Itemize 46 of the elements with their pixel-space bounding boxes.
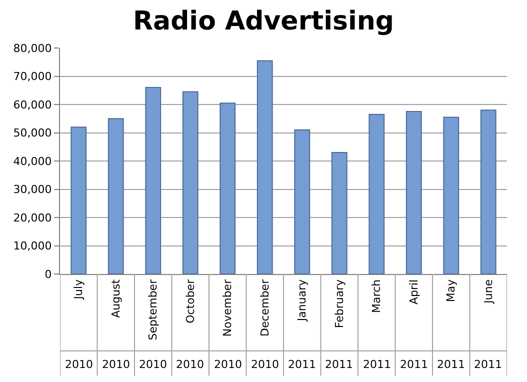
x-tick-label: October (184, 278, 197, 324)
x-tick-label: June (482, 279, 495, 304)
y-tick-label: 40,000 (13, 154, 52, 168)
bar (145, 87, 162, 274)
text: 2011 (325, 358, 353, 371)
x-tick-label: August (109, 278, 122, 318)
y-tick-label: 60,000 (13, 98, 52, 112)
bar (331, 152, 348, 274)
x-tick-label: November (221, 278, 234, 337)
y-tick-label: 70,000 (13, 70, 52, 84)
text: 2010 (251, 358, 279, 371)
text: 2011 (363, 358, 391, 371)
y-tick-label: 30,000 (13, 183, 52, 196)
y-tick-label: 10,000 (13, 240, 52, 253)
bar (220, 102, 236, 274)
x-tick-label: April (407, 279, 420, 305)
bar (182, 91, 198, 274)
y-tick-label: 80,000 (13, 42, 52, 55)
bar (256, 60, 273, 274)
x-tick-label: February (332, 278, 346, 328)
bar (368, 114, 385, 274)
bar (70, 126, 87, 274)
chart-title: Radio Advertising (133, 6, 394, 37)
text: 2011 (474, 358, 502, 371)
bar (443, 116, 460, 274)
x-tick-label: December (258, 278, 272, 336)
text: 2010 (176, 358, 204, 371)
bar (406, 111, 422, 274)
bar (480, 110, 496, 274)
bar (294, 129, 310, 274)
x-tick-label: January (296, 278, 309, 322)
x-tick-label: May (444, 278, 458, 302)
x-tick-label: September (146, 278, 160, 340)
x-tick-label: March (370, 279, 384, 313)
text: 2011 (400, 358, 428, 371)
text: 2010 (65, 358, 93, 371)
text: 2010 (102, 358, 130, 371)
y-tick-label: 20,000 (13, 211, 52, 224)
text: 2011 (288, 358, 316, 371)
text: 2010 (139, 358, 167, 371)
y-tick-label: 50,000 (13, 126, 52, 140)
bar (108, 118, 124, 274)
x-tick-label: July (72, 278, 86, 300)
y-tick-label: 0 (44, 268, 52, 281)
text: 2011 (437, 358, 465, 371)
text: 2010 (214, 358, 242, 371)
